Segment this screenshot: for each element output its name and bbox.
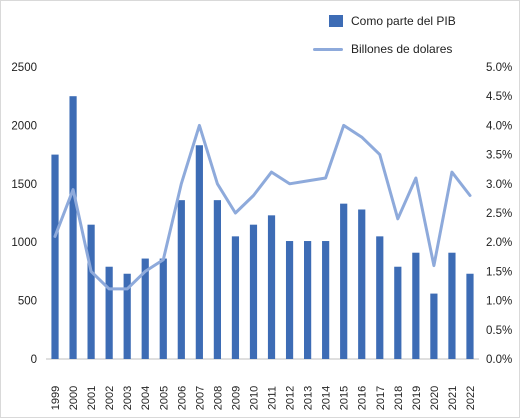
bar xyxy=(87,224,95,359)
bar xyxy=(195,145,203,359)
x-tick-label: 2015 xyxy=(339,386,351,410)
x-tick-label: 2016 xyxy=(357,386,369,410)
x-tick-label: 2020 xyxy=(429,386,441,410)
legend-bar-label: Como parte del PIB xyxy=(351,14,456,28)
legend-line-label: Billones de dolares xyxy=(351,42,453,56)
bar xyxy=(177,200,185,359)
x-tick-label: 2006 xyxy=(176,386,188,410)
bar xyxy=(69,96,77,359)
bar xyxy=(213,200,221,359)
x-tick-label: 1999 xyxy=(50,386,62,410)
y-right-tick-label: 5.0% xyxy=(486,62,512,74)
y-left-tick-label: 2500 xyxy=(11,62,37,74)
bar xyxy=(141,258,149,359)
y-right-tick-label: 4.0% xyxy=(486,120,512,132)
x-tick-label: 2022 xyxy=(465,386,477,410)
legend-bar-swatch xyxy=(329,15,343,27)
bar xyxy=(231,236,240,359)
y-left-tick-label: 0 xyxy=(31,354,37,366)
y-right-tick-label: 2.0% xyxy=(486,237,512,249)
x-tick-label: 2000 xyxy=(68,386,80,410)
x-tick-label: 2010 xyxy=(248,386,260,410)
y-right-tick-label: 1.5% xyxy=(486,266,512,278)
x-tick-label: 2021 xyxy=(447,386,459,410)
x-tick-label: 2018 xyxy=(393,386,405,410)
x-tick-label: 2012 xyxy=(285,386,297,410)
x-tick-label: 2019 xyxy=(411,386,423,410)
legend-line-swatch xyxy=(313,47,343,51)
bar xyxy=(412,252,420,359)
bar xyxy=(159,258,167,359)
bar xyxy=(430,293,438,359)
x-tick-label: 2014 xyxy=(321,386,333,410)
bar xyxy=(448,252,456,359)
y-right-tick-label: 0.0% xyxy=(486,354,512,366)
x-tick-label: 2008 xyxy=(212,386,224,410)
x-tick-label: 2003 xyxy=(122,386,134,410)
x-tick-label: 2009 xyxy=(230,386,242,410)
bar xyxy=(285,241,294,359)
x-tick-label: 2001 xyxy=(86,386,98,410)
bar xyxy=(123,273,131,359)
x-tick-label: 2002 xyxy=(104,386,116,410)
bar xyxy=(394,266,402,359)
x-tick-label: 2017 xyxy=(375,386,387,410)
bar xyxy=(51,154,59,359)
bar xyxy=(105,266,113,359)
y-left-tick-label: 2000 xyxy=(11,120,37,132)
bar xyxy=(358,209,366,359)
line-series xyxy=(53,123,472,291)
x-tick-label: 2005 xyxy=(158,386,170,410)
bar xyxy=(376,236,384,359)
bar xyxy=(249,224,258,359)
x-tick-label: 2013 xyxy=(303,386,315,410)
x-tick-label: 2004 xyxy=(140,386,152,410)
y-left-tick-label: 1500 xyxy=(11,179,37,191)
legend-item-bar: Como parte del PIB xyxy=(329,14,456,28)
bar xyxy=(340,203,348,359)
bar xyxy=(322,241,330,359)
x-tick-label: 2007 xyxy=(194,386,206,410)
y-right-tick-label: 2.5% xyxy=(486,208,512,220)
y-right-tick-label: 3.0% xyxy=(486,179,512,191)
y-right-tick-label: 1.0% xyxy=(486,296,512,308)
x-tick-label: 2011 xyxy=(267,386,279,410)
bar xyxy=(267,215,276,359)
y-right-tick-label: 0.5% xyxy=(486,325,512,337)
y-right-tick-label: 3.5% xyxy=(486,150,512,162)
y-left-tick-label: 1000 xyxy=(11,237,37,249)
y-left-tick-label: 500 xyxy=(18,296,37,308)
bar xyxy=(466,273,474,359)
legend-item-line: Billones de dolares xyxy=(313,42,452,56)
y-right-tick-label: 4.5% xyxy=(486,91,512,103)
bar xyxy=(304,241,312,359)
